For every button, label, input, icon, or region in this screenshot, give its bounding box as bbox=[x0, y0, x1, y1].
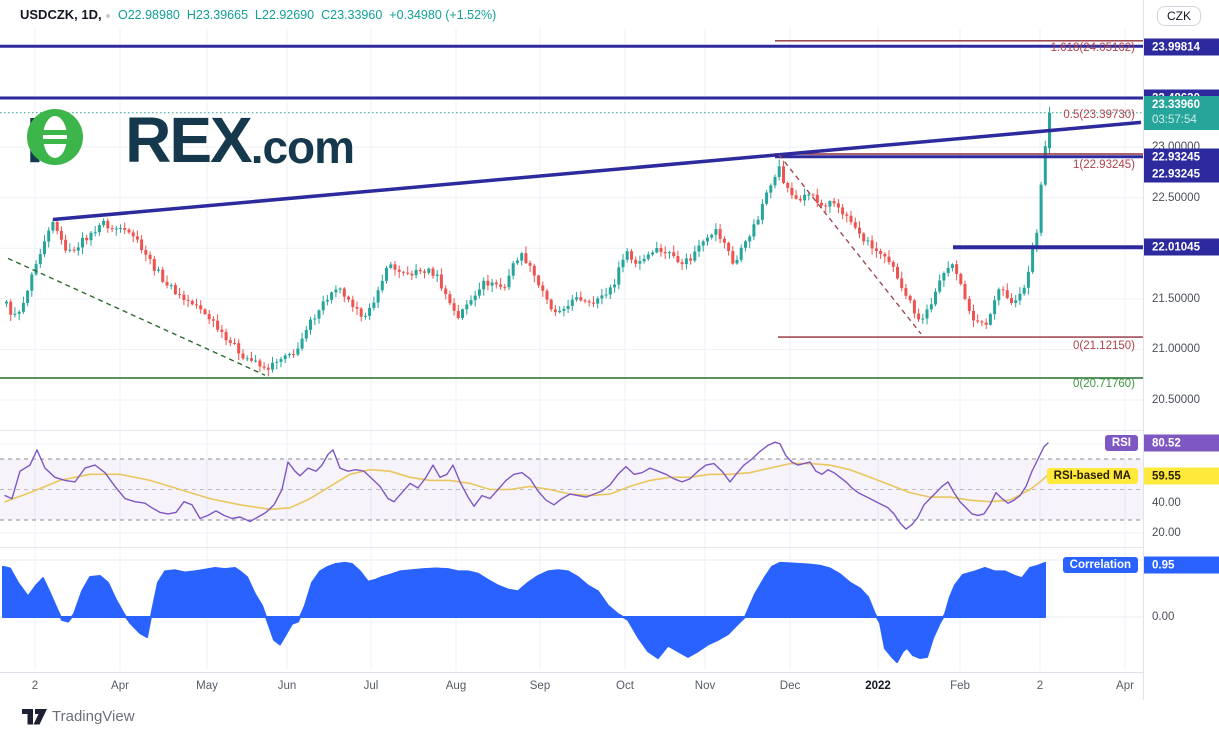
chart-canvas[interactable]: F REX .com 1.618(24.05162)0.5(23.39730)1… bbox=[0, 0, 1143, 672]
time-tick: Aug bbox=[445, 680, 467, 692]
price-tick: 22.50000 bbox=[1152, 192, 1200, 204]
time-tick: Apr bbox=[1116, 680, 1134, 692]
price-level-badge: 22.93245 bbox=[1144, 165, 1219, 183]
price-axis[interactable]: CZK 23.00000 22.50000 21.50000 21.00000 20.5… bbox=[1143, 0, 1219, 700]
bar-countdown: 03:57:54 bbox=[1152, 114, 1197, 126]
watermark-letters-rex: REX bbox=[125, 104, 253, 176]
trend-line bbox=[778, 154, 922, 335]
price-tick: 40.00 bbox=[1152, 497, 1181, 509]
price-tick: 21.50000 bbox=[1152, 293, 1200, 305]
trend-line bbox=[52, 120, 1142, 222]
last-price-badge: 23.33960 03:57:54 bbox=[1144, 96, 1219, 130]
correlation-area-series bbox=[2, 561, 1046, 663]
symbol-title[interactable]: USDCZK, 1D, bbox=[20, 7, 102, 22]
price-level-badge: 59.55 bbox=[1144, 467, 1219, 485]
time-tick: 2022 bbox=[865, 680, 891, 692]
candlestick-series bbox=[5, 107, 1051, 377]
time-tick: Nov bbox=[694, 680, 716, 692]
ohlc-high: H23.39665 bbox=[186, 8, 249, 22]
time-tick: May bbox=[196, 680, 218, 692]
forex-logo-o-icon bbox=[27, 109, 123, 169]
tradingview-logo-text[interactable]: TradingView bbox=[52, 708, 135, 725]
ohlc-change: +0.34980 (+1.52%) bbox=[389, 8, 497, 22]
time-tick: 2 bbox=[31, 680, 39, 692]
price-level-badge: 80.52 bbox=[1144, 434, 1219, 452]
price-tick: 20.00 bbox=[1152, 527, 1181, 539]
rsi-pane bbox=[0, 441, 1143, 530]
time-tick: Feb bbox=[950, 680, 970, 692]
time-tick: 2 bbox=[1036, 680, 1044, 692]
price-tick: 0.00 bbox=[1152, 611, 1175, 623]
time-tick: Apr bbox=[111, 680, 129, 692]
time-tick: Oct bbox=[616, 680, 634, 692]
tradingview-logo-icon[interactable] bbox=[22, 709, 48, 730]
price-level-badge: 23.99814 bbox=[1144, 38, 1219, 56]
time-axis[interactable]: 2 Apr May Jun Jul Aug Sep Oct Nov Dec 2022 Feb 2 Apr bbox=[0, 672, 1143, 700]
trend-line bbox=[7, 257, 266, 376]
price-tick: 20.50000 bbox=[1152, 394, 1200, 406]
time-tick: Dec bbox=[779, 680, 801, 692]
price-level-badge: 22.01045 bbox=[1144, 238, 1219, 256]
watermark-dot-com: .com bbox=[250, 121, 355, 173]
forex-watermark: F REX .com bbox=[26, 104, 355, 176]
price-level-badge: 0.95 bbox=[1144, 556, 1219, 574]
market-status-dot bbox=[106, 14, 110, 18]
chart-svg bbox=[0, 28, 1143, 670]
ohlc-low: L22.92690 bbox=[255, 8, 315, 22]
drawing-levels[interactable] bbox=[0, 40, 1143, 379]
ohlc-readout: O22.98980 H23.39665 L22.92690 C23.33960 +0.3… bbox=[118, 8, 503, 22]
footer-bar: TradingView bbox=[0, 700, 1219, 734]
time-tick: Sep bbox=[529, 680, 551, 692]
price-level-badge: 22.93245 bbox=[1144, 148, 1219, 166]
ohlc-open: O22.98980 bbox=[118, 8, 180, 22]
currency-badge[interactable]: CZK bbox=[1157, 6, 1201, 26]
rsi-line bbox=[4, 441, 1049, 530]
chart-header: USDCZK, 1D, O22.98980 H23.39665 L22.92690 C… bbox=[0, 0, 1143, 28]
ohlc-close: C23.33960 bbox=[321, 8, 383, 22]
time-tick: Jun bbox=[277, 680, 297, 692]
price-tick: 21.00000 bbox=[1152, 343, 1200, 355]
time-tick: Jul bbox=[363, 680, 379, 692]
rsi-ma-line bbox=[4, 462, 1049, 511]
